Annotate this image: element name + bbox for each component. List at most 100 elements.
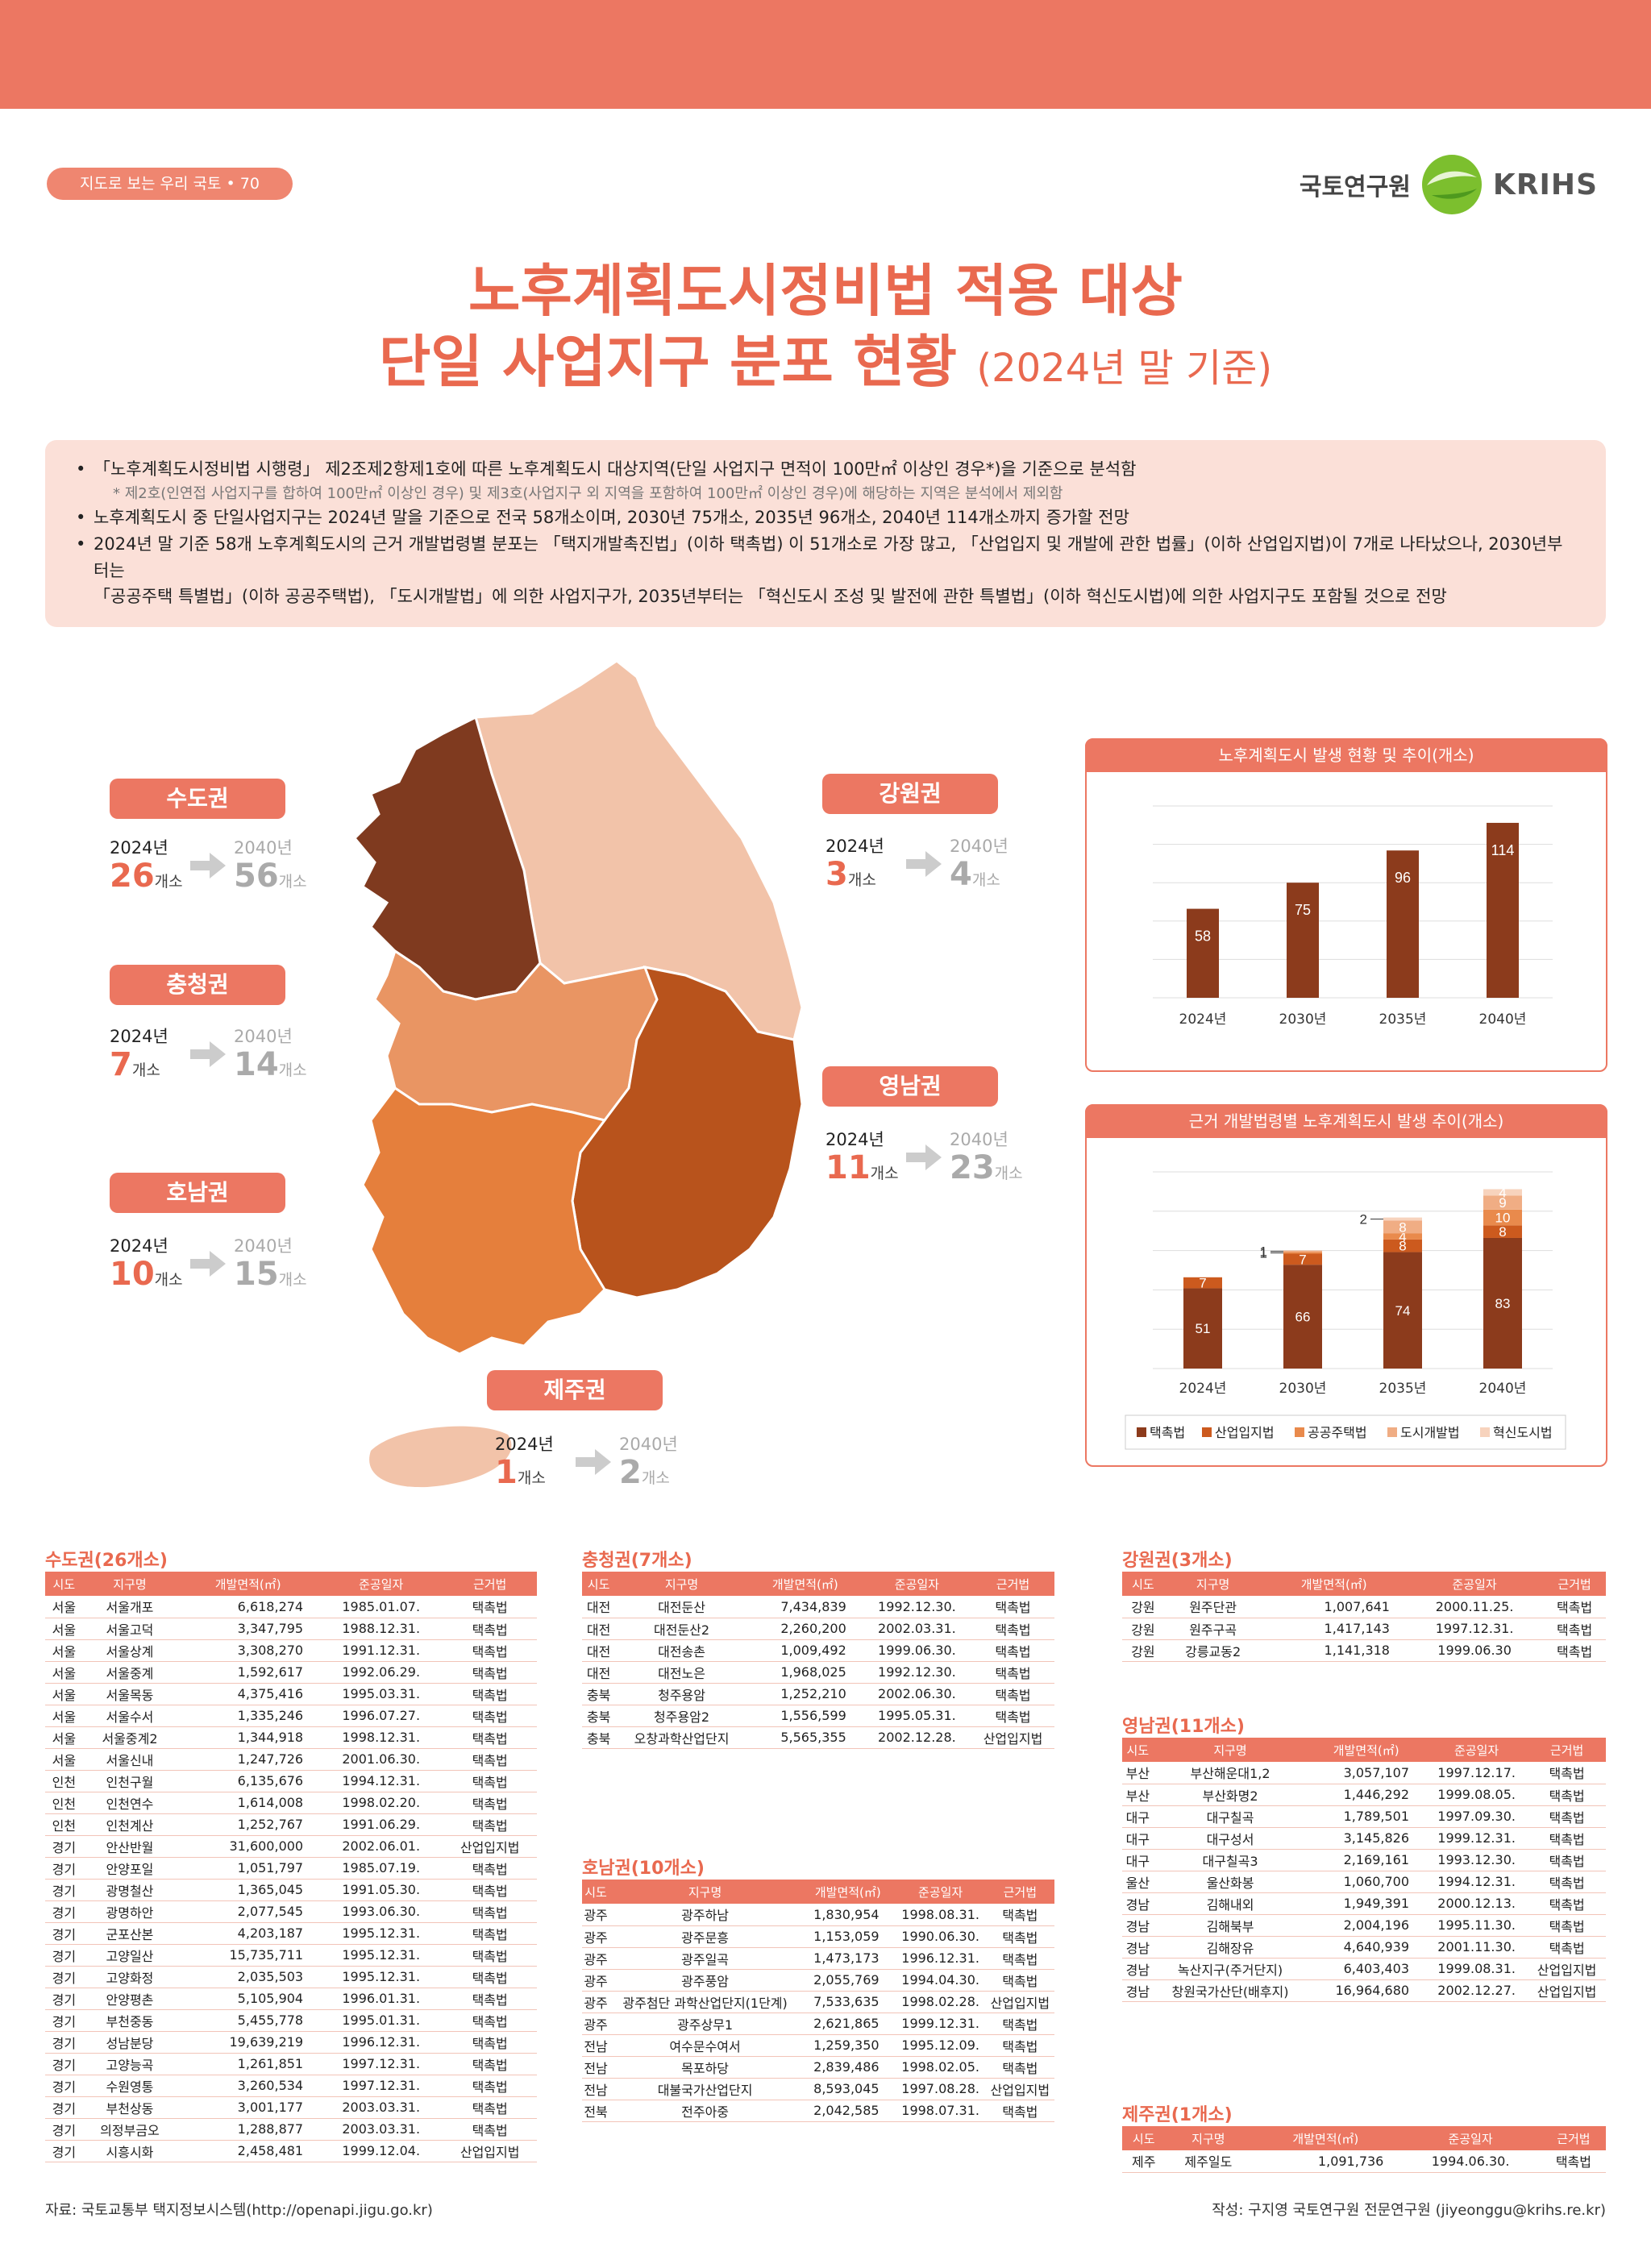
segment-label: 1 bbox=[1260, 1246, 1267, 1261]
table-cell: 택촉법 bbox=[1541, 2150, 1606, 2173]
table-cell: 1,288,877 bbox=[177, 2118, 320, 2141]
table-row: 서울 서울고덕 3,347,795 1988.12.31. 택촉법 bbox=[45, 1618, 537, 1640]
table-cell: 1,556,599 bbox=[747, 1705, 863, 1727]
table-cell: 1985.01.07. bbox=[319, 1596, 443, 1618]
table-title-capital: 수도권(26개소) bbox=[45, 1551, 168, 1571]
table-cell: 3,260,534 bbox=[177, 2075, 320, 2097]
table-cell: 1994.12.31. bbox=[319, 1770, 443, 1792]
table-row: 경기 광명하안 2,077,545 1993.06.30. 택촉법 bbox=[45, 1900, 537, 1923]
x-tick-label: 2024년 bbox=[1179, 1381, 1227, 1397]
table-cell: 1988.12.31. bbox=[319, 1618, 443, 1640]
table-cell: 서울 bbox=[45, 1705, 83, 1727]
table-row: 인천 인천구월 6,135,676 1994.12.31. 택촉법 bbox=[45, 1770, 537, 1792]
table-header-cell: 근거법 bbox=[985, 1880, 1054, 1904]
table-row: 인천 인천계산 1,252,767 1991.06.29. 택촉법 bbox=[45, 1813, 537, 1836]
table-cell: 김해장유 bbox=[1153, 1936, 1308, 1959]
table-cell: 택촉법 bbox=[1528, 1784, 1606, 1806]
region-label-yeongnam: 영남권 bbox=[822, 1066, 998, 1107]
table-row: 대전 대전둔산 7,434,839 1992.12.30. 택촉법 bbox=[582, 1596, 1054, 1618]
table-cell: 1,789,501 bbox=[1307, 1805, 1426, 1828]
table-row: 대전 대전송촌 1,009,492 1999.06.30. 택촉법 bbox=[582, 1639, 1054, 1662]
table-cell: 6,403,403 bbox=[1307, 1958, 1426, 1980]
bar-segment bbox=[1483, 1189, 1522, 1196]
table-honam: 시도 지구명 개발면적(㎡) 준공일자 근거법 광주 광주하남 1,830,954 1998.0… bbox=[582, 1880, 1054, 2122]
table-cell: 부산 bbox=[1122, 1784, 1154, 1806]
bar-segment bbox=[1383, 1252, 1422, 1369]
table-cell: 4,375,416 bbox=[177, 1683, 320, 1705]
krihs-logo-icon bbox=[1421, 155, 1482, 214]
table-row: 광주 광주문흥 1,153,059 1990.06.30. 택촉법 bbox=[582, 1925, 1054, 1948]
table-cell: 1,949,391 bbox=[1307, 1892, 1426, 1915]
table-cell: 택촉법 bbox=[1528, 1914, 1606, 1937]
table-cell: 대전둔산 bbox=[615, 1596, 748, 1618]
table-cell: 인천 bbox=[45, 1792, 83, 1814]
table-cell: 택촉법 bbox=[1543, 1639, 1606, 1662]
table-cell: 1,252,210 bbox=[747, 1683, 863, 1705]
title-line-2: 단일 사업지구 분포 현황 (2024년 말 기준) bbox=[0, 327, 1651, 398]
table-cell: 1,335,246 bbox=[177, 1705, 320, 1727]
table-cell: 1998.02.05. bbox=[895, 2056, 986, 2079]
table-row: 경기 군포산본 4,203,187 1995.12.31. 택촉법 bbox=[45, 1922, 537, 1945]
table-row: 충북 청주용암 1,252,210 2002.06.30. 택촉법 bbox=[582, 1683, 1054, 1705]
table-title-gangwon: 강원권(3개소) bbox=[1122, 1551, 1233, 1571]
table-row: 경기 고양능곡 1,261,851 1997.12.31. 택촉법 bbox=[45, 2053, 537, 2075]
table-cell: 1996.12.31. bbox=[895, 1947, 986, 1970]
x-tick-label: 2030년 bbox=[1279, 1381, 1327, 1397]
stat-year-2040: 2040년 bbox=[619, 1435, 678, 1454]
table-cell: 3,057,107 bbox=[1307, 1762, 1426, 1784]
table-cell: 인천 bbox=[45, 1770, 83, 1792]
bar-segment bbox=[1383, 1220, 1422, 1234]
table-cell: 택촉법 bbox=[1543, 1618, 1606, 1640]
map-region-capital bbox=[352, 715, 542, 1001]
table-row: 강원 원주단관 1,007,641 2000.11.25. 택촉법 bbox=[1122, 1596, 1606, 1618]
table-cell: 고양능곡 bbox=[82, 2053, 177, 2075]
bar bbox=[1487, 822, 1519, 998]
table-cell: 2002.06.30. bbox=[862, 1683, 972, 1705]
table-cell: 경기 bbox=[45, 2096, 83, 2119]
stat-year-2040: 2040년 bbox=[234, 838, 293, 858]
title-line-2-sub: (2024년 말 기준) bbox=[976, 345, 1273, 391]
table-header-cell: 근거법 bbox=[443, 1572, 537, 1596]
table-cell: 경남 bbox=[1122, 1892, 1154, 1915]
arrow-right-icon bbox=[190, 853, 226, 879]
table-cell: 1,141,318 bbox=[1262, 1639, 1406, 1662]
table-cell: 2,077,545 bbox=[177, 1900, 320, 1923]
summary-bullet-3-line-2: 「공공주택 특별법」(이하 공공주택법), 「도시개발법」에 의한 사업지구가,… bbox=[94, 587, 1447, 607]
table-row: 부산 부산해운대1,2 3,057,107 1997.12.17. 택촉법 bbox=[1122, 1762, 1606, 1784]
table-row: 강원 강릉교동2 1,141,318 1999.06.30 택촉법 bbox=[1122, 1639, 1606, 1662]
table-cell: 수원영통 bbox=[82, 2075, 177, 2097]
table-cell: 택촉법 bbox=[443, 2009, 537, 2032]
table-cell: 광주풍암 bbox=[609, 1969, 801, 1992]
segment-label: 2 bbox=[1360, 1212, 1367, 1227]
table-header-cell: 근거법 bbox=[1543, 1572, 1606, 1596]
table-header-cell: 시도 bbox=[1122, 1572, 1164, 1596]
table-cell: 2003.03.31. bbox=[319, 2118, 443, 2141]
summary-bullet-3-line-1: 2024년 말 기준 58개 노후계획도시의 근거 개발법령별 분포는 「택지개… bbox=[94, 534, 1563, 580]
arrow-right-icon bbox=[906, 1144, 942, 1170]
table-cell: 3,001,177 bbox=[177, 2096, 320, 2119]
table-header-cell: 시도 bbox=[45, 1572, 83, 1596]
table-cell: 여수문수여서 bbox=[609, 2034, 801, 2057]
table-cell: 경기 bbox=[45, 1966, 83, 1988]
table-title-chungcheong: 충청권(7개소) bbox=[582, 1551, 692, 1571]
krihs-logo: 국토연구원 KRIHS bbox=[1300, 153, 1598, 216]
table-row: 충북 오창과학산업단지 5,565,355 2002.12.28. 산업입지법 bbox=[582, 1726, 1054, 1749]
table-cell: 1,259,350 bbox=[801, 2034, 896, 2057]
table-cell: 충북 bbox=[582, 1683, 616, 1705]
table-cell: 1993.12.30. bbox=[1425, 1849, 1528, 1871]
table-row: 서울 서울수서 1,335,246 1996.07.27. 택촉법 bbox=[45, 1705, 537, 1727]
legend-label: 도시개발법 bbox=[1400, 1425, 1460, 1440]
table-cell: 산업입지법 bbox=[985, 2078, 1054, 2100]
region-label-jeju: 제주권 bbox=[487, 1370, 663, 1410]
segment-label: 66 bbox=[1295, 1310, 1311, 1325]
table-gangwon: 시도 지구명 개발면적(㎡) 준공일자 근거법 강원 원주단관 1,007,641 2000.1… bbox=[1122, 1572, 1606, 1662]
table-cell: 부산 bbox=[1122, 1762, 1154, 1784]
table-cell: 경기 bbox=[45, 2075, 83, 2097]
table-cell: 2002.12.28. bbox=[862, 1726, 972, 1749]
table-cell: 광주상무1 bbox=[609, 2013, 801, 2035]
table-cell: 대전 bbox=[582, 1596, 616, 1618]
table-cell: 1999.06.30 bbox=[1405, 1639, 1544, 1662]
table-header-cell: 준공일자 bbox=[1425, 1738, 1528, 1762]
stat-value-2024: 10개소 bbox=[110, 1256, 183, 1293]
table-cell: 2002.03.31. bbox=[862, 1618, 972, 1640]
